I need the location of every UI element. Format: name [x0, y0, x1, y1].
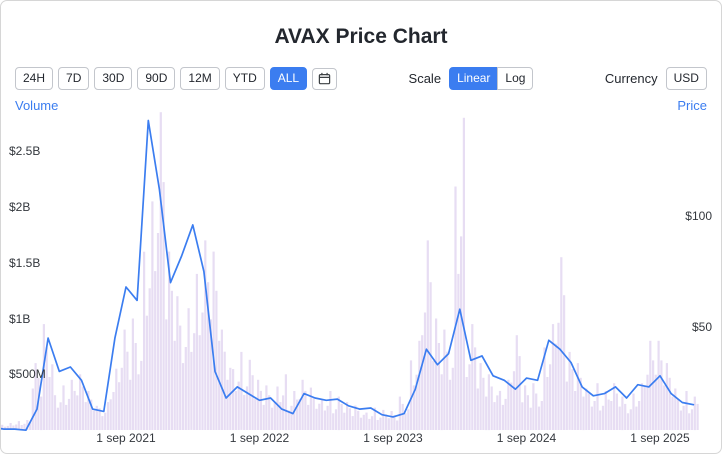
scale-label: Scale: [408, 71, 442, 86]
currency-usd-button[interactable]: USD: [665, 67, 707, 90]
scale-log-button[interactable]: Log: [497, 67, 534, 90]
range-button-24h[interactable]: 24H: [15, 67, 54, 90]
range-button-12m[interactable]: 12M: [180, 67, 220, 90]
page-title: AVAX Price Chart: [274, 25, 448, 48]
scale-toggle: Linear Log: [449, 67, 534, 90]
scale-control: Scale Linear Log: [409, 67, 534, 90]
calendar-button[interactable]: [312, 67, 338, 90]
range-button-all[interactable]: ALL: [269, 67, 308, 90]
range-button-7d[interactable]: 7D: [58, 67, 90, 90]
range-button-30d[interactable]: 30D: [94, 67, 133, 90]
volume-axis-title: Volume: [15, 98, 59, 113]
range-button-ytd[interactable]: YTD: [224, 67, 265, 90]
price-axis-title: Price: [677, 98, 707, 113]
range-selector: 24H 7D 30D 90D 12M YTD ALL: [15, 67, 338, 90]
currency-label: Currency: [604, 71, 658, 86]
range-button-90d[interactable]: 90D: [137, 67, 176, 90]
calendar-icon: [318, 72, 331, 85]
toolbar: 24H 7D 30D 90D 12M YTD ALL Scale Linear …: [15, 67, 707, 90]
scale-linear-button[interactable]: Linear: [449, 67, 499, 90]
currency-control: Currency USD: [605, 67, 707, 90]
